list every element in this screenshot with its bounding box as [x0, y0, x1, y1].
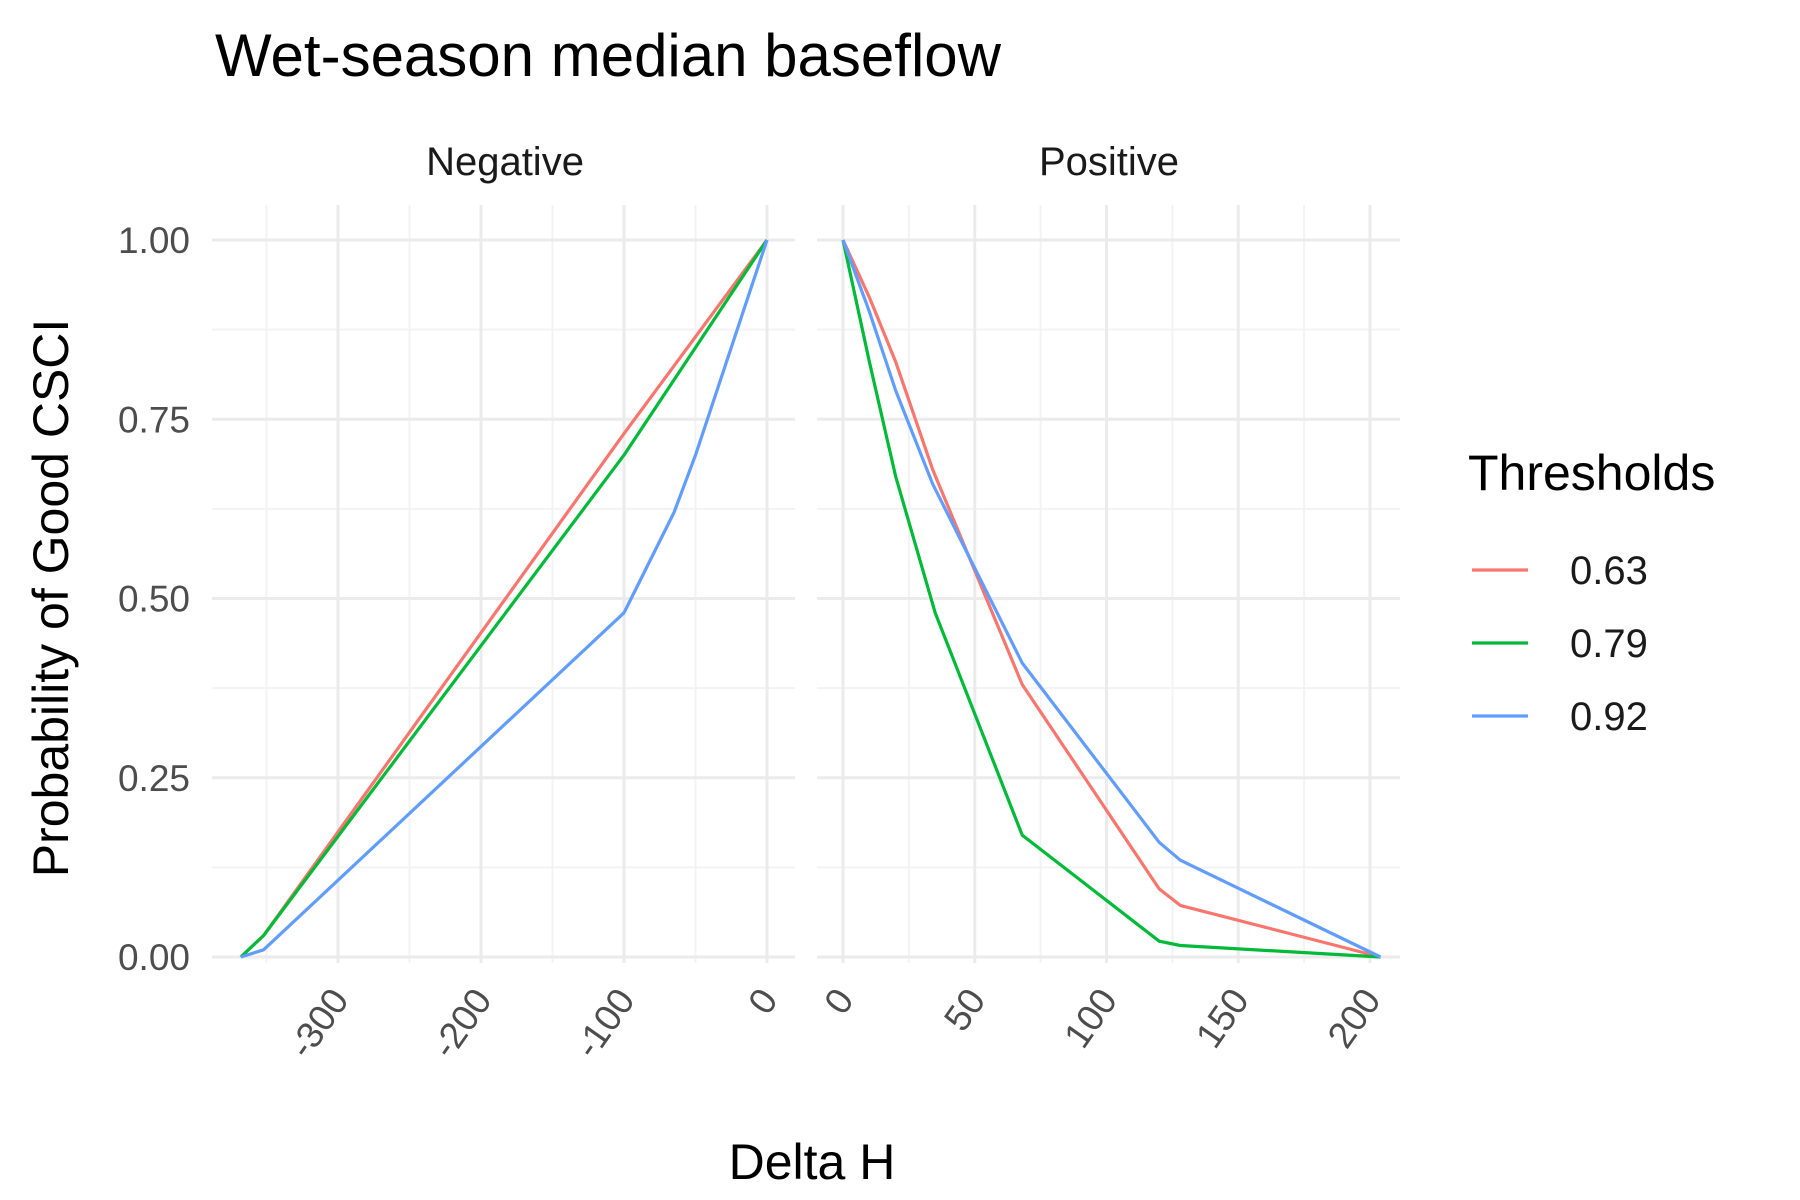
chart-title: Wet-season median baseflow [215, 22, 1002, 89]
legend-label: 0.79 [1570, 622, 1648, 666]
facet-strip-negative: Negative [426, 140, 584, 184]
y-tick-label: 0.00 [118, 937, 190, 978]
y-axis-title: Probability of Good CSCI [23, 319, 79, 878]
x-tick-label: 200 [1320, 981, 1389, 1055]
y-tick-label: 1.00 [118, 220, 190, 261]
series-line-0-79 [239, 239, 769, 959]
facet-strip-positive: Positive [1039, 140, 1179, 184]
series-line-0-92 [841, 239, 1382, 959]
x-tick-label: -200 [423, 981, 499, 1065]
y-tick-label: 0.75 [118, 399, 190, 440]
legend-label: 0.63 [1570, 549, 1648, 593]
y-axis-ticks: 0.00 0.25 0.50 0.75 1.00 [118, 220, 190, 978]
y-tick-label: 0.25 [118, 758, 190, 799]
panel-positive: Positive 0 50 100 150 200 [816, 140, 1400, 1055]
x-tick-label: -300 [280, 981, 356, 1065]
series-line-0-79 [841, 239, 1381, 959]
legend-label: 0.92 [1570, 695, 1648, 739]
panel-negative: Negative -300 -200 -100 0 [212, 140, 795, 1065]
x-axis-title: Delta H [729, 1134, 896, 1190]
series-line-0-92 [240, 239, 769, 959]
x-tick-label: 100 [1056, 981, 1125, 1055]
x-tick-label: 0 [816, 981, 861, 1021]
legend-title: Thresholds [1468, 445, 1715, 501]
x-tick-label: 0 [740, 981, 785, 1021]
x-tick-label: -100 [566, 981, 642, 1065]
y-tick-label: 0.50 [118, 579, 190, 620]
legend: Thresholds 0.63 0.79 0.92 [1468, 445, 1715, 739]
x-tick-label: 50 [936, 981, 993, 1038]
x-tick-label: 150 [1188, 981, 1257, 1055]
